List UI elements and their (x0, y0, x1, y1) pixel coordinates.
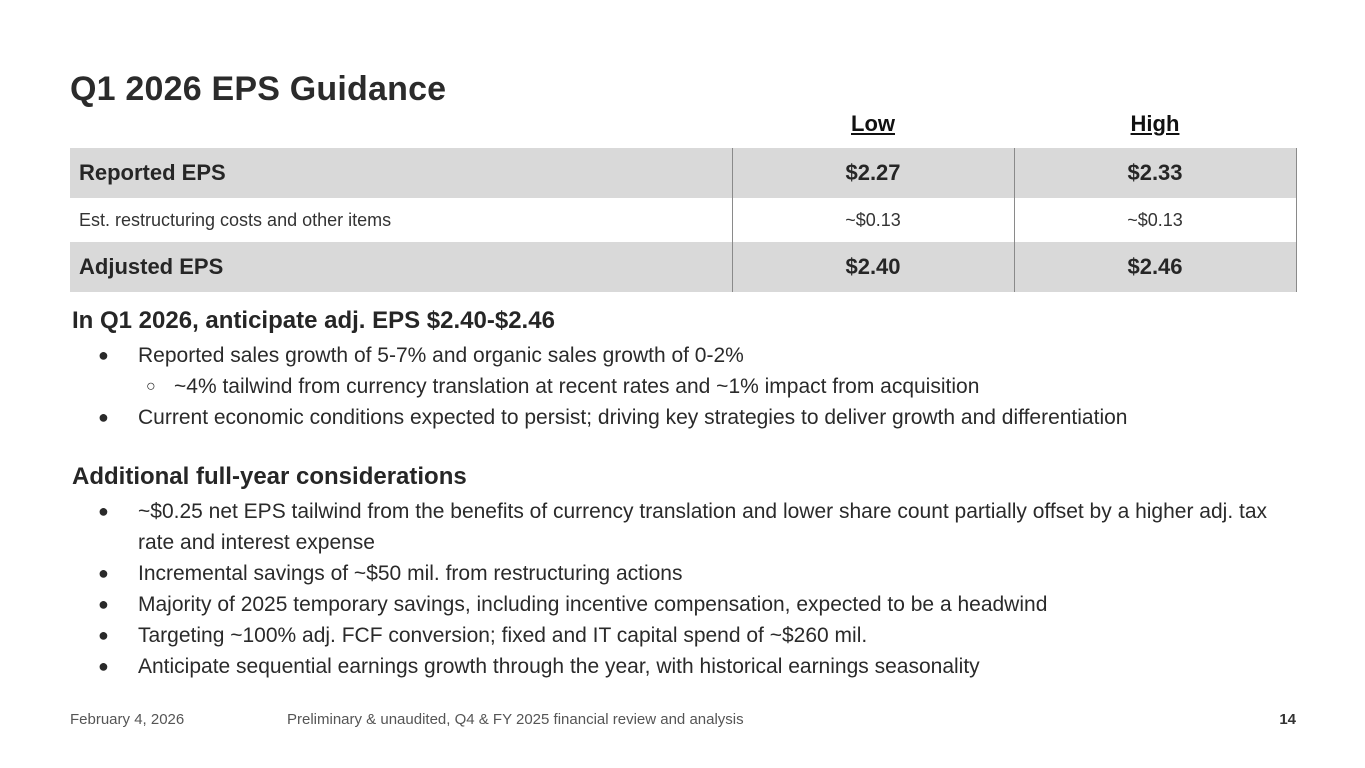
eps-guidance-table: Reported EPS $2.27 $2.33 Est. restructur… (70, 148, 1297, 292)
row-label: Est. restructuring costs and other items (70, 198, 732, 242)
bullet-text: ~4% tailwind from currency translation a… (174, 375, 980, 398)
low-value: ~$0.13 (731, 198, 1014, 242)
q1-bullet-list: ● Reported sales growth of 5-7% and organ… (70, 340, 1127, 433)
footer-date: February 4, 2026 (70, 711, 185, 728)
page-title: Q1 2026 EPS Guidance (70, 70, 447, 108)
bullet-text: Current economic conditions expected to … (138, 406, 1128, 429)
sub-bullet-icon: ○ (146, 378, 156, 395)
list-item: ● Anticipate sequential earnings growth t… (70, 651, 1278, 682)
list-item: ● Incremental savings of ~$50 mil. from r… (70, 558, 1278, 589)
bullet-icon: ● (98, 594, 109, 614)
bullet-icon: ● (98, 501, 109, 521)
table-row-adjusted-eps: Adjusted EPS $2.40 $2.46 (70, 242, 1297, 292)
column-header-high: High (1130, 111, 1180, 136)
footer-description: Preliminary & unaudited, Q4 & FY 2025 fi… (287, 711, 744, 728)
q1-section-heading: In Q1 2026, anticipate adj. EPS $2.40-$2… (72, 307, 555, 334)
high-value: $2.46 (1013, 242, 1297, 292)
table-row-reported-eps: Reported EPS $2.27 $2.33 (70, 148, 1297, 198)
low-value: $2.27 (731, 148, 1014, 198)
fy-section-heading: Additional full-year considerations (72, 463, 467, 490)
bullet-text: Targeting ~100% adj. FCF conversion; fix… (138, 624, 868, 647)
high-value: $2.33 (1013, 148, 1297, 198)
fy-bullet-list: ● ~$0.25 net EPS tailwind from the benefi… (70, 496, 1278, 682)
bullet-text: Anticipate sequential earnings growth th… (138, 655, 980, 678)
high-value: ~$0.13 (1013, 198, 1297, 242)
row-label: Adjusted EPS (70, 242, 732, 292)
list-item: ● Majority of 2025 temporary savings, inc… (70, 589, 1278, 620)
bullet-text: ~$0.25 net EPS tailwind from the benefit… (138, 500, 1267, 554)
bullet-text: Incremental savings of ~$50 mil. from re… (138, 562, 683, 585)
bullet-icon: ● (98, 345, 109, 365)
list-item: ● Current economic conditions expected to… (70, 402, 1127, 433)
bullet-text: Majority of 2025 temporary savings, incl… (138, 593, 1048, 616)
list-item: ● Reported sales growth of 5-7% and organ… (70, 340, 1127, 371)
bullet-icon: ● (98, 625, 109, 645)
low-value: $2.40 (731, 242, 1014, 292)
bullet-text: Reported sales growth of 5-7% and organi… (138, 344, 744, 367)
list-item: ● ~$0.25 net EPS tailwind from the benefi… (70, 496, 1278, 558)
list-item: ● Targeting ~100% adj. FCF conversion; fi… (70, 620, 1278, 651)
list-item: ○ ~4% tailwind from currency translation … (70, 371, 1127, 402)
bullet-icon: ● (98, 407, 109, 427)
column-header-low: Low (851, 111, 895, 136)
row-label: Reported EPS (70, 148, 732, 198)
table-row-restructuring: Est. restructuring costs and other items… (70, 198, 1297, 242)
bullet-icon: ● (98, 563, 109, 583)
bullet-icon: ● (98, 656, 109, 676)
page-number: 14 (1279, 711, 1296, 728)
